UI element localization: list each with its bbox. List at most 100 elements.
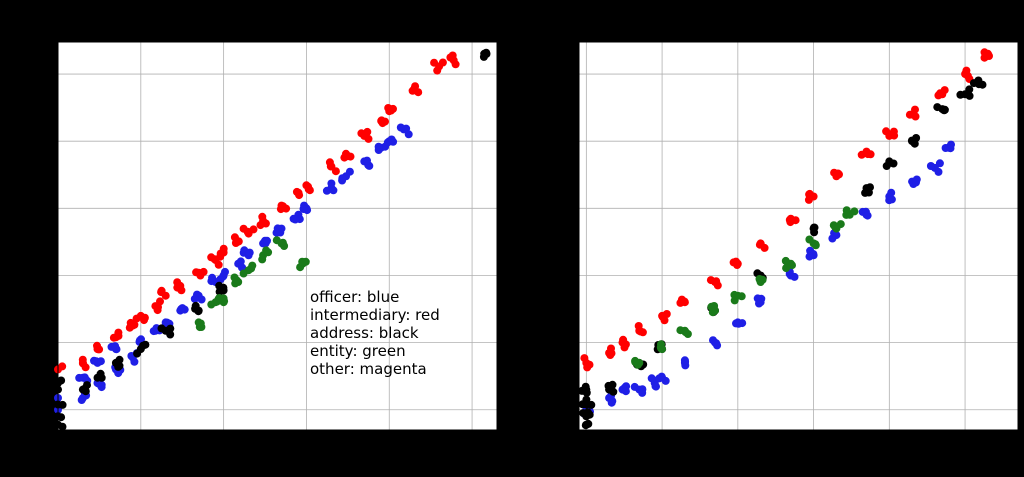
plot-frame — [578, 41, 1019, 431]
data-point — [730, 290, 739, 299]
data-point — [173, 283, 182, 292]
data-point — [911, 105, 919, 114]
data-point — [57, 376, 66, 385]
data-point — [177, 305, 186, 314]
data-point — [58, 362, 67, 371]
data-point — [280, 242, 289, 250]
series-group — [631, 206, 859, 369]
data-point — [947, 140, 955, 149]
data-point — [585, 410, 594, 419]
data-point — [850, 207, 859, 216]
data-point — [130, 320, 139, 329]
data-point — [712, 339, 721, 348]
data-point — [114, 369, 123, 378]
data-point — [408, 86, 417, 95]
data-point — [890, 131, 899, 140]
data-point — [607, 398, 616, 407]
data-point — [166, 324, 175, 333]
data-point — [141, 340, 150, 349]
data-point — [737, 292, 746, 301]
data-point — [630, 382, 639, 391]
data-point — [936, 89, 945, 98]
right-scatter-panel — [578, 41, 1019, 431]
data-point — [652, 382, 660, 391]
data-point — [810, 228, 819, 237]
data-point — [785, 216, 794, 224]
data-point — [647, 374, 656, 383]
data-point — [430, 58, 439, 67]
data-point — [153, 306, 162, 315]
data-point — [261, 219, 270, 228]
plot-frame — [57, 41, 498, 431]
data-point — [325, 158, 334, 167]
data-point — [239, 269, 248, 278]
data-point — [886, 158, 894, 167]
data-point — [384, 104, 393, 112]
data-point — [96, 357, 105, 366]
data-point — [978, 80, 987, 89]
data-point — [96, 373, 105, 381]
data-point — [980, 48, 989, 57]
data-point — [578, 386, 586, 395]
data-point — [446, 53, 455, 62]
data-point — [322, 186, 331, 195]
annotation-line: officer: blue — [310, 288, 399, 306]
data-point — [805, 189, 814, 198]
data-point — [451, 60, 460, 69]
series-group — [54, 51, 460, 374]
data-point — [866, 150, 875, 159]
data-point — [133, 349, 142, 358]
data-point — [433, 66, 442, 75]
data-point — [58, 422, 67, 431]
data-point — [710, 302, 719, 310]
data-point — [109, 333, 118, 342]
data-point — [166, 330, 175, 339]
data-point — [374, 142, 383, 151]
data-point — [619, 335, 628, 344]
annotation-line: address: black — [310, 324, 419, 342]
data-point — [755, 275, 764, 283]
data-point — [216, 275, 224, 284]
data-point — [230, 273, 239, 282]
data-point — [805, 235, 814, 244]
data-point — [97, 383, 106, 392]
annotation-line: other: magenta — [310, 360, 427, 378]
data-point — [215, 294, 224, 302]
data-point — [864, 188, 873, 197]
data-point — [910, 139, 919, 148]
data-point — [438, 58, 447, 67]
data-point — [57, 413, 66, 422]
data-point — [926, 162, 935, 170]
data-point — [364, 134, 373, 143]
data-point — [208, 273, 217, 282]
data-point — [190, 294, 199, 303]
data-point — [638, 388, 647, 397]
data-point — [130, 357, 139, 366]
data-point — [327, 179, 336, 188]
data-point — [346, 152, 355, 161]
data-point — [363, 127, 372, 136]
data-point — [657, 344, 666, 353]
data-point — [956, 90, 965, 99]
annotation-line: intermediary: red — [310, 306, 440, 324]
data-point — [207, 253, 216, 262]
data-point — [196, 271, 205, 280]
data-point — [345, 167, 354, 176]
data-point — [681, 328, 690, 337]
data-point — [90, 356, 98, 365]
data-point — [295, 191, 304, 200]
data-point — [831, 222, 839, 231]
data-point — [338, 174, 347, 183]
data-point — [940, 105, 949, 114]
data-point — [587, 400, 596, 409]
data-point — [114, 362, 123, 371]
data-point — [272, 228, 281, 237]
data-point — [75, 373, 84, 382]
data-point — [606, 351, 615, 359]
data-point — [857, 150, 866, 159]
data-point — [791, 216, 800, 225]
data-point — [215, 287, 224, 296]
data-point — [404, 130, 413, 139]
series-group — [579, 140, 955, 418]
data-point — [157, 286, 166, 295]
